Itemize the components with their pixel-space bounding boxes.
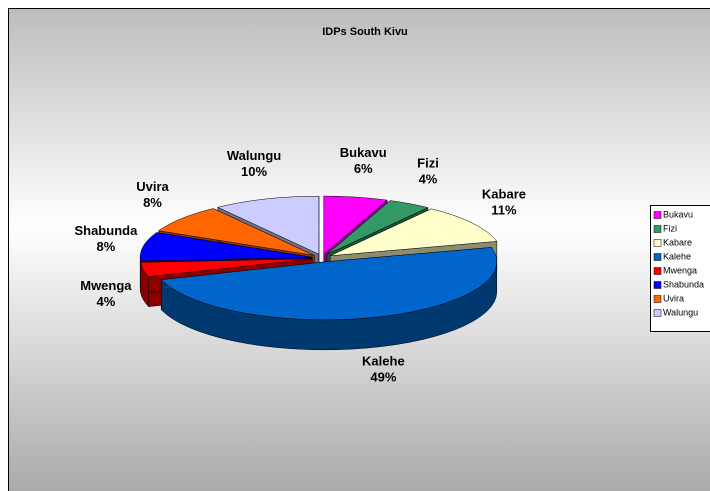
data-label: 8% <box>143 195 162 210</box>
legend-marker <box>653 309 662 317</box>
slice-top <box>323 195 388 255</box>
data-label-name: Bukavu <box>340 145 387 160</box>
data-label-name: Fizi <box>417 156 439 171</box>
data-label-name: Uvira <box>136 179 169 194</box>
legend-label: Mwenga <box>663 265 697 275</box>
pie <box>139 195 498 351</box>
data-label-name: Mwenga <box>80 278 132 293</box>
slice-top <box>139 232 313 262</box>
slice-top <box>330 208 498 257</box>
slice-top <box>160 247 498 321</box>
legend-label: Uvira <box>663 293 684 303</box>
data-label-name: Shabunda <box>74 223 138 238</box>
data-label: 49% <box>370 370 396 385</box>
slice-top <box>158 208 315 256</box>
legend-marker <box>653 211 662 219</box>
legend-label: Kabare <box>663 237 692 247</box>
slice-top <box>326 200 429 255</box>
legend-label: Bukavu <box>663 209 693 219</box>
data-label-name: Kabare <box>482 186 526 201</box>
legend-marker <box>653 281 662 289</box>
slice-top <box>217 195 320 255</box>
data-label: 6% <box>354 161 373 176</box>
chart-title: IDPs South Kivu <box>322 26 408 38</box>
legend-marker <box>653 253 662 261</box>
data-label: 11% <box>491 202 517 217</box>
legend-marker <box>653 239 662 247</box>
data-label-name: Kalehe <box>362 354 405 369</box>
legend-marker <box>653 225 662 233</box>
slice <box>160 247 498 351</box>
legend-label: Shabunda <box>663 279 704 289</box>
data-label-name: Walungu <box>227 148 281 163</box>
legend-label: Kalehe <box>663 251 691 261</box>
slice-top <box>140 258 313 277</box>
legend-label: Walungu <box>663 307 698 317</box>
legend-marker <box>653 267 662 275</box>
data-label: 4% <box>96 294 115 309</box>
legend-label: Fizi <box>663 223 677 233</box>
data-label: 4% <box>419 172 438 187</box>
legend-marker <box>653 295 662 303</box>
data-label: 8% <box>96 239 115 254</box>
data-label: 10% <box>241 164 267 179</box>
